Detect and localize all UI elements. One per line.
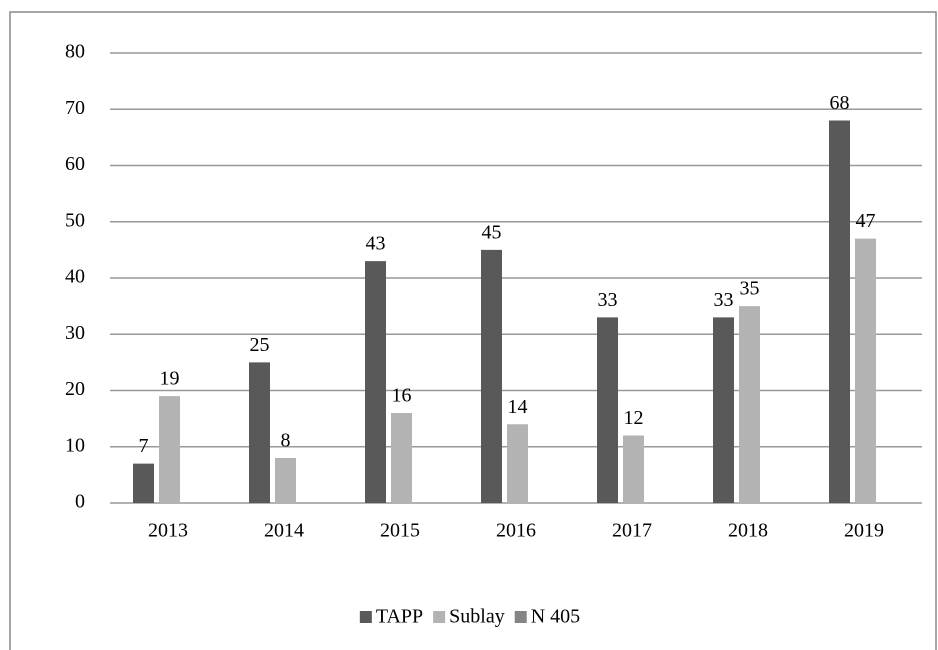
y-tick-label: 70 <box>65 97 85 119</box>
bar <box>597 317 618 503</box>
data-label: 7 <box>139 435 149 457</box>
bar <box>249 362 270 503</box>
data-label: 45 <box>482 221 502 243</box>
data-label: 8 <box>281 430 291 452</box>
bar <box>739 306 760 503</box>
y-tick-label: 20 <box>65 378 85 400</box>
legend-label: Sublay <box>449 606 505 628</box>
data-label: 47 <box>856 210 876 232</box>
bar <box>365 261 386 503</box>
x-tick-label: 2014 <box>264 520 304 542</box>
x-tick-label: 2015 <box>380 520 420 542</box>
data-label: 33 <box>598 289 618 311</box>
x-tick-label: 2013 <box>148 520 188 542</box>
legend-swatch <box>514 611 527 623</box>
chart-frame <box>9 11 937 650</box>
bar <box>623 435 644 503</box>
bar <box>713 317 734 503</box>
y-tick-label: 10 <box>65 434 85 456</box>
legend-label: N 405 <box>531 606 580 628</box>
data-label: 43 <box>366 233 386 255</box>
data-label: 25 <box>250 334 270 356</box>
y-tick-label: 60 <box>65 153 85 175</box>
x-tick-label: 2016 <box>496 520 536 542</box>
data-label: 35 <box>740 278 760 300</box>
bar <box>855 238 876 503</box>
y-tick-label: 40 <box>65 266 85 288</box>
data-label: 19 <box>160 368 180 390</box>
x-tick-label: 2018 <box>728 520 768 542</box>
y-tick-label: 50 <box>65 209 85 231</box>
bar <box>275 458 296 503</box>
data-label: 14 <box>508 396 528 418</box>
y-tick-label: 80 <box>65 41 85 63</box>
legend-swatch <box>359 611 372 623</box>
x-tick-label: 2017 <box>612 520 652 542</box>
legend-label: TAPP <box>376 606 423 628</box>
data-label: 68 <box>830 92 850 114</box>
y-tick-label: 30 <box>65 322 85 344</box>
bar <box>391 413 412 503</box>
x-tick-label: 2019 <box>844 520 884 542</box>
data-label: 12 <box>624 407 644 429</box>
data-label: 33 <box>714 289 734 311</box>
bar <box>507 424 528 503</box>
bar <box>481 249 502 503</box>
bar <box>829 120 850 503</box>
data-label: 16 <box>392 385 412 407</box>
y-tick-label: 0 <box>75 491 85 513</box>
bar <box>133 463 154 503</box>
legend-swatch <box>433 611 446 623</box>
bar <box>159 396 180 503</box>
